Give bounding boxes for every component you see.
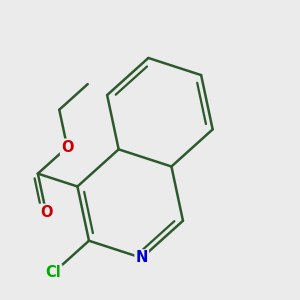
Text: O: O bbox=[40, 205, 52, 220]
Text: O: O bbox=[61, 140, 74, 155]
Text: N: N bbox=[136, 250, 148, 266]
Text: Cl: Cl bbox=[46, 265, 61, 280]
